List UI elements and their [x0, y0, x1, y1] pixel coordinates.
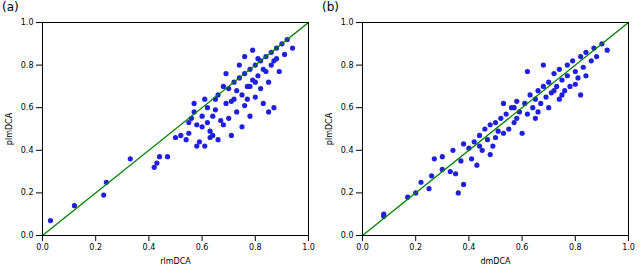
svg-text:0.0: 0.0	[36, 243, 49, 252]
svg-text:1.0: 1.0	[21, 18, 34, 27]
svg-text:0.2: 0.2	[341, 188, 354, 197]
svg-text:0.8: 0.8	[569, 243, 582, 252]
svg-text:0.2: 0.2	[409, 243, 422, 252]
svg-text:0.4: 0.4	[143, 243, 156, 252]
html-text:(a): (a)	[2, 0, 19, 14]
svg-text:0.4: 0.4	[341, 146, 354, 155]
svg-text:0.4: 0.4	[463, 243, 476, 252]
svg-text:rlmDCA: rlmDCA	[160, 257, 191, 266]
svg-text:plmDCA: plmDCA	[325, 112, 334, 145]
svg-text:0.6: 0.6	[516, 243, 529, 252]
svg-text:0.6: 0.6	[21, 103, 34, 112]
svg-text:dmDCA: dmDCA	[480, 257, 511, 266]
svg-text:0.8: 0.8	[21, 61, 34, 70]
html-text:(b): (b)	[322, 0, 339, 14]
svg-text:0.0: 0.0	[356, 243, 369, 252]
svg-text:plmDCA: plmDCA	[5, 112, 14, 145]
svg-text:0.0: 0.0	[21, 231, 34, 240]
svg-text:0.8: 0.8	[341, 61, 354, 70]
svg-text:0.2: 0.2	[21, 188, 34, 197]
svg-text:1.0: 1.0	[302, 243, 315, 252]
svg-text:0.0: 0.0	[341, 231, 354, 240]
svg-text:1.0: 1.0	[341, 18, 354, 27]
svg-text:0.2: 0.2	[89, 243, 102, 252]
svg-text:0.8: 0.8	[249, 243, 262, 252]
svg-text:0.4: 0.4	[21, 146, 34, 155]
svg-text:1.0: 1.0	[622, 243, 635, 252]
svg-text:0.6: 0.6	[196, 243, 209, 252]
svg-text:0.6: 0.6	[341, 103, 354, 112]
